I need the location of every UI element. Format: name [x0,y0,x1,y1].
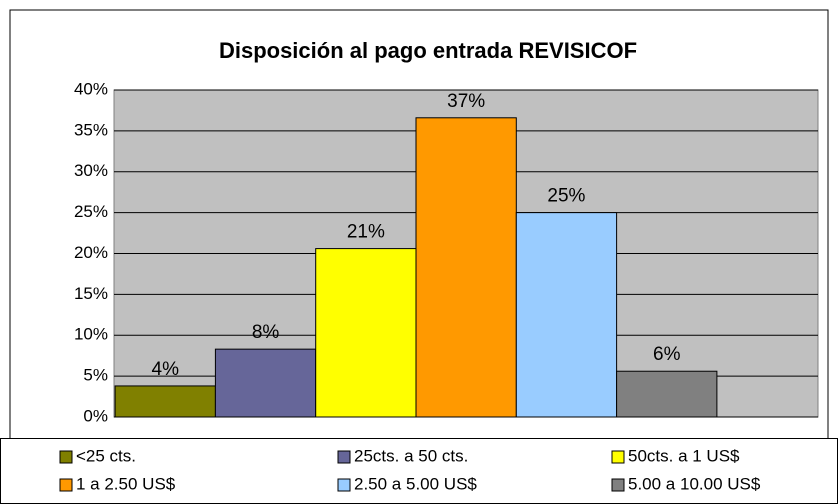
data-label: 6% [653,344,681,365]
legend-swatch [59,450,73,464]
y-tick-label: 5% [83,366,108,385]
legend-label: 5.00 a 10.00 US$ [628,474,761,493]
y-tick-label: 30% [74,161,108,180]
chart-title: Disposición al pago entrada REVISICOF [219,38,637,63]
bar [616,370,718,418]
bar [315,248,417,418]
bar [214,348,317,418]
data-label: 21% [347,222,385,243]
y-tick-label: 20% [74,243,108,262]
y-tick-label: 25% [74,202,108,221]
y-tick-label: 0% [83,406,108,425]
legend-swatch [337,478,351,492]
legend-label: 25cts. a 50 cts. [354,446,468,465]
legend-label: 2.50 a 5.00 US$ [354,474,477,493]
data-label: 25% [547,186,585,207]
legend-label: 1 a 2.50 US$ [76,474,176,493]
legend-swatch [611,450,625,464]
bar [415,117,517,418]
y-tick-label: 15% [74,284,108,303]
bar [515,212,618,418]
data-label: 8% [252,322,280,343]
legend-swatch [59,478,73,492]
y-tick-label: 35% [74,120,108,139]
legend-box [0,438,838,504]
y-tick-label: 10% [74,325,108,344]
y-tick-label: 40% [74,79,108,98]
data-label: 4% [152,359,180,380]
legend-swatch [337,450,351,464]
legend-swatch [611,478,625,492]
bar [114,385,216,418]
legend-label: <25 cts. [76,446,136,465]
data-label: 37% [447,91,485,112]
legend-label: 50cts. a 1 US$ [628,446,740,465]
